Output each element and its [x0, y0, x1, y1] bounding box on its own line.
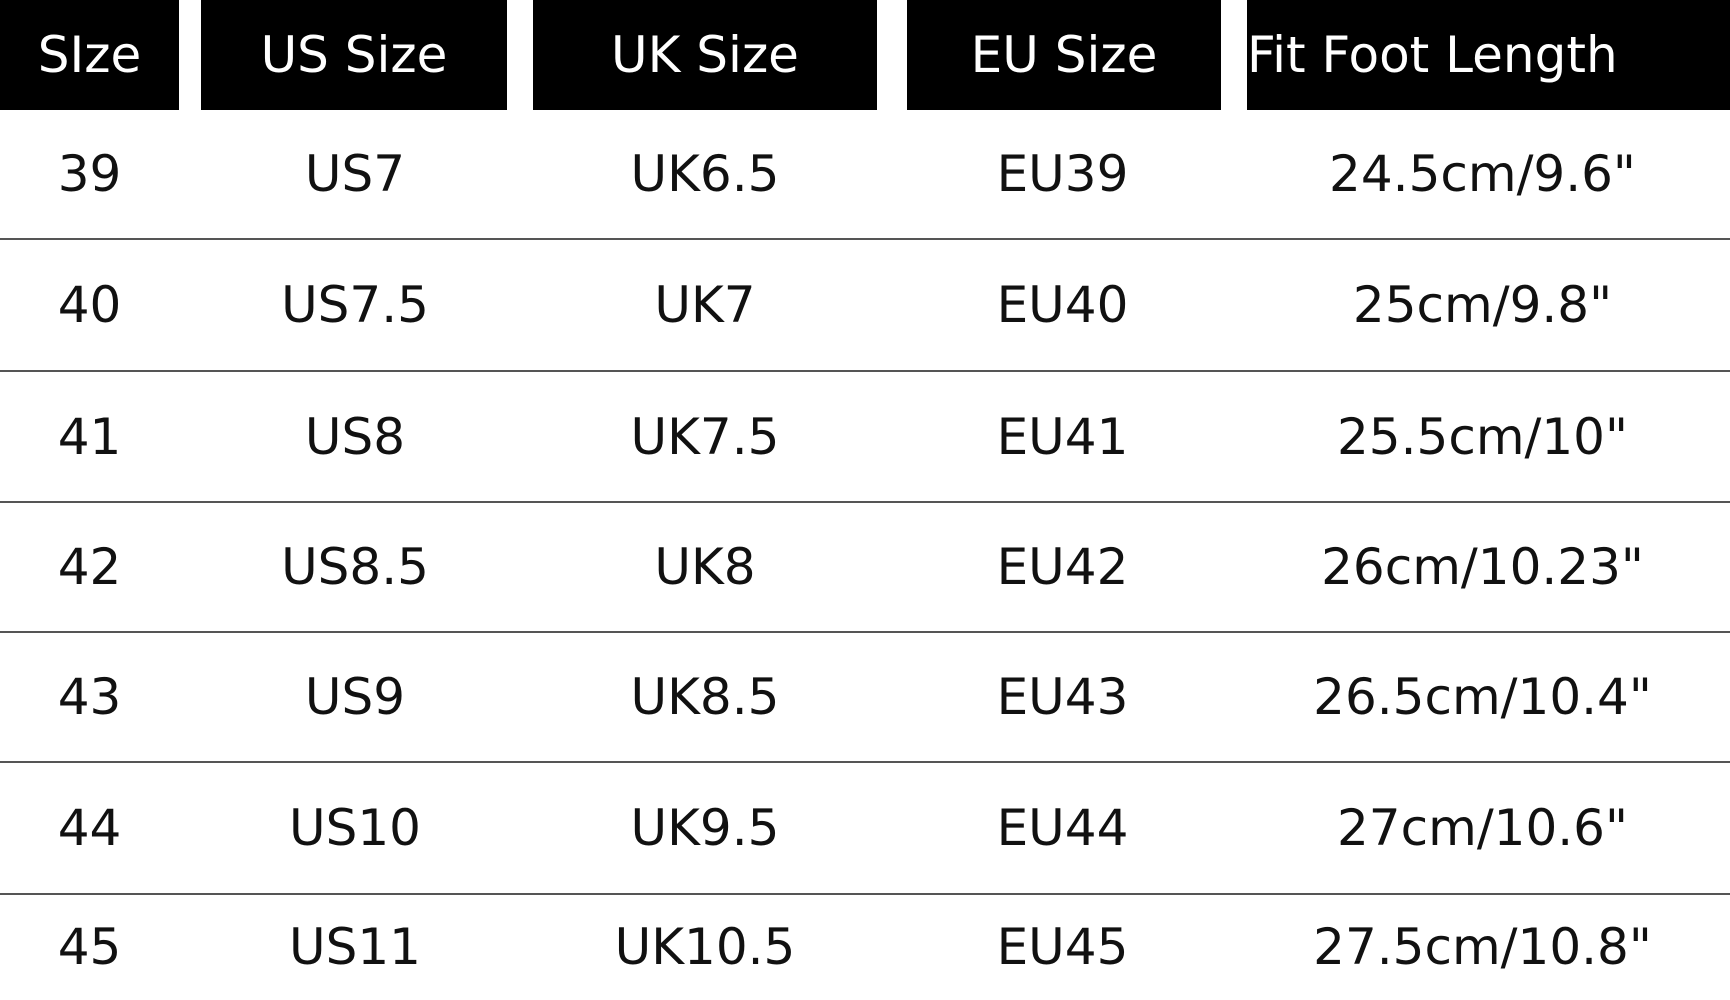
table-row: 41 US8 UK7.5 EU41 25.5cm/10" [0, 372, 1730, 503]
cell-size: 39 [57, 145, 122, 203]
cell-fit-foot-length: 26.5cm/10.4" [1313, 668, 1652, 726]
cell-fit-foot-length: 27cm/10.6" [1337, 799, 1628, 857]
cell-eu-size: EU41 [996, 407, 1129, 466]
cell-us-size: US8 [304, 407, 406, 466]
header-eu-size: EU Size [907, 0, 1221, 110]
cell-us-size: US11 [289, 917, 421, 976]
cell-uk-size: UK8.5 [630, 668, 780, 726]
table-row: 42 US8.5 UK8 EU42 26cm/10.23" [0, 503, 1730, 633]
cell-uk-size: UK7.5 [630, 407, 780, 466]
table-row: 44 US10 UK9.5 EU44 27cm/10.6" [0, 763, 1730, 895]
cell-uk-size: UK9.5 [630, 799, 780, 857]
cell-size: 45 [57, 917, 122, 976]
cell-us-size: US7 [304, 145, 406, 203]
cell-uk-size: UK6.5 [630, 145, 780, 203]
table-row: 43 US9 UK8.5 EU43 26.5cm/10.4" [0, 633, 1730, 763]
header-size: SIze [0, 0, 179, 110]
cell-us-size: US10 [289, 799, 421, 857]
cell-size: 43 [57, 668, 122, 726]
cell-fit-foot-length: 27.5cm/10.8" [1313, 917, 1652, 976]
cell-us-size: US8.5 [281, 538, 429, 596]
header-us-size: US Size [201, 0, 507, 110]
cell-uk-size: UK7 [654, 276, 756, 334]
cell-eu-size: EU42 [996, 538, 1129, 596]
cell-eu-size: EU43 [996, 668, 1129, 726]
cell-fit-foot-length: 26cm/10.23" [1321, 538, 1644, 596]
cell-eu-size: EU45 [996, 917, 1129, 976]
header-fit-foot-length: Fit Foot Length [1247, 0, 1730, 110]
cell-uk-size: UK10.5 [614, 917, 796, 976]
cell-size: 42 [57, 538, 122, 596]
cell-fit-foot-length: 25cm/9.8" [1352, 276, 1613, 334]
table-row: 39 US7 UK6.5 EU39 24.5cm/9.6" [0, 110, 1730, 240]
cell-fit-foot-length: 25.5cm/10" [1337, 407, 1628, 466]
table-row: 45 US11 UK10.5 EU45 27.5cm/10.8" [0, 895, 1730, 998]
cell-eu-size: EU44 [996, 799, 1129, 857]
cell-eu-size: EU40 [996, 276, 1129, 334]
cell-size: 44 [57, 799, 122, 857]
cell-us-size: US7.5 [281, 276, 429, 334]
header-uk-size: UK Size [533, 0, 877, 110]
cell-us-size: US9 [304, 668, 406, 726]
cell-uk-size: UK8 [654, 538, 756, 596]
cell-eu-size: EU39 [996, 145, 1129, 203]
cell-size: 41 [57, 407, 122, 466]
cell-size: 40 [57, 276, 122, 334]
cell-fit-foot-length: 24.5cm/9.6" [1329, 145, 1636, 203]
table-row: 40 US7.5 UK7 EU40 25cm/9.8" [0, 240, 1730, 372]
